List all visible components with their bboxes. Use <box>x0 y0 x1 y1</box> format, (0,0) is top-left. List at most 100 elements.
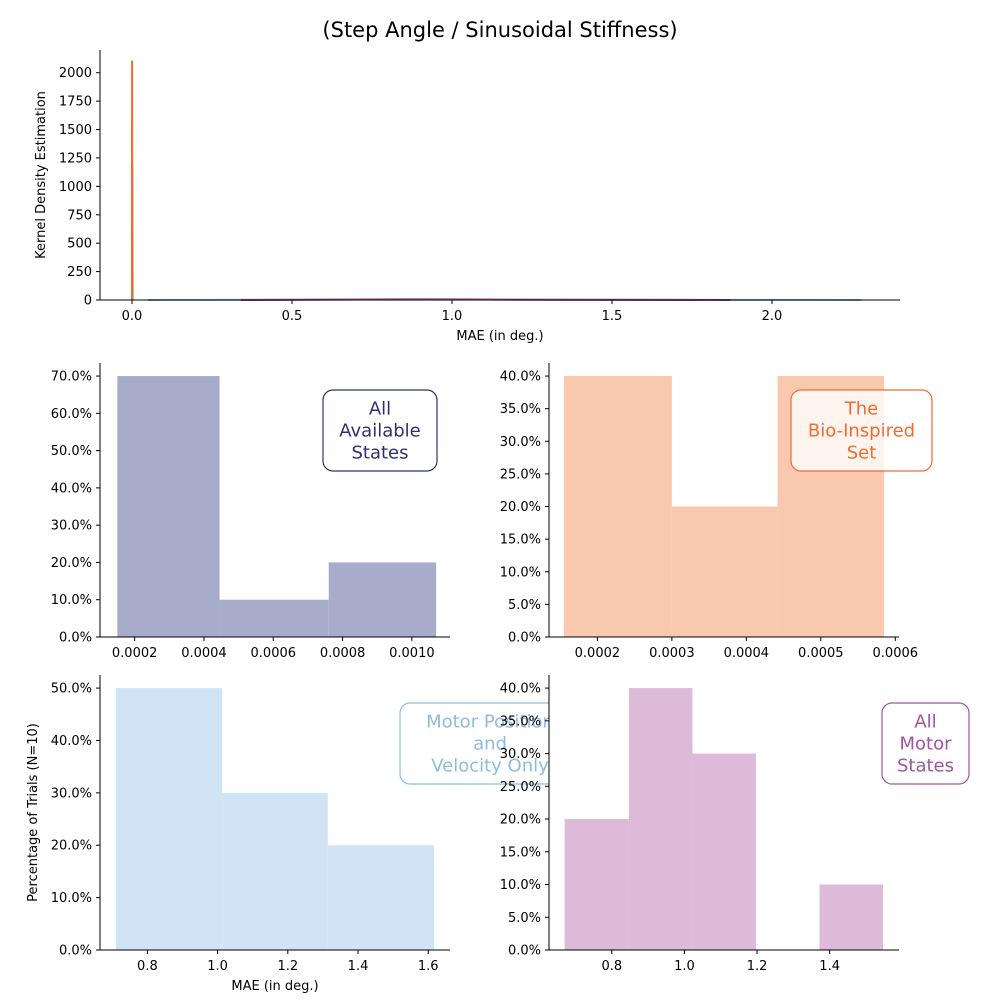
histogram-bar <box>222 792 328 950</box>
label-box-line: Motor <box>899 734 952 755</box>
histogram-bar <box>692 753 756 950</box>
label-box-text: Motor Position and Velocity Only <box>426 712 554 777</box>
x-tick-label: 0.0002 <box>112 646 158 661</box>
chart-panel-h3: 0.8 1.0 1.2 1.4 1.6 0.0% 10.0% 20.0% 30.0% 40.0% 5… <box>26 675 450 994</box>
y-tick-label: 25.0% <box>500 780 541 795</box>
histogram-bar <box>327 845 435 950</box>
label-box-line: States <box>897 756 954 777</box>
histogram-bar <box>563 376 672 637</box>
y-tick-label: 35.0% <box>500 402 541 417</box>
x-tick-label: 0.0006 <box>873 646 919 661</box>
y-tick-label: 2000 <box>59 66 92 81</box>
y-tick-label: 1500 <box>59 123 92 138</box>
chart-panel-kde: 0.0 0.5 1.0 1.5 2.0 0 250 500 750 1000 1250 1500 175… <box>34 50 900 344</box>
label-box-line: States <box>351 443 408 464</box>
x-tick-label: 1.6 <box>418 959 439 974</box>
x-tick-label: 0.0004 <box>724 646 770 661</box>
y-tick-label: 50.0% <box>51 682 92 697</box>
y-tick-label: 30.0% <box>500 435 541 450</box>
y-tick-label: 40.0% <box>51 734 92 749</box>
x-axis-label: MAE (in deg.) <box>231 979 318 994</box>
y-tick-label: 0.0% <box>508 631 541 646</box>
histogram-bar <box>115 688 223 950</box>
figure-title: (Step Angle / Sinusoidal Stiffness) <box>322 18 677 42</box>
histogram-bar <box>219 599 329 637</box>
chart-panel-h1: 0.0002 0.0004 0.0006 0.0008 0.0010 0.0% 10.0% 2… <box>51 363 450 661</box>
x-tick-label: 1.4 <box>819 959 840 974</box>
y-tick-label: 10.0% <box>500 565 541 580</box>
x-tick-label: 1.5 <box>602 309 623 324</box>
x-tick-label: 0.0010 <box>389 646 435 661</box>
y-tick-label: 15.0% <box>500 533 541 548</box>
y-tick-label: 0.0% <box>508 944 541 959</box>
label-box-line: All <box>914 712 936 733</box>
y-tick-label: 500 <box>67 237 92 252</box>
y-tick-label: 1750 <box>59 95 92 110</box>
label-box-line: Available <box>339 421 420 442</box>
y-tick-label: 35.0% <box>500 714 541 729</box>
y-tick-label: 20.0% <box>51 839 92 854</box>
y-tick-label: 0 <box>84 294 92 309</box>
y-tick-label: 1000 <box>59 180 92 195</box>
x-tick-label: 0.8 <box>601 959 622 974</box>
histogram-bar <box>628 688 693 950</box>
y-tick-label: 60.0% <box>51 407 92 422</box>
x-tick-label: 1.0 <box>207 959 228 974</box>
y-axis-label: Percentage of Trials (N=10) <box>26 723 41 902</box>
label-box-line: Velocity Only <box>431 756 549 777</box>
y-tick-label: 0.0% <box>59 631 92 646</box>
x-tick-label: 2.0 <box>762 309 783 324</box>
y-tick-label: 40.0% <box>500 370 541 385</box>
label-box-line: Motor Position <box>426 712 554 733</box>
label-box-line: and <box>473 734 507 755</box>
x-tick-label: 1.2 <box>277 959 298 974</box>
label-box-line: The <box>844 399 878 420</box>
y-tick-label: 50.0% <box>51 444 92 459</box>
histogram-bar <box>671 506 778 637</box>
y-tick-label: 10.0% <box>51 593 92 608</box>
label-box-text: All Motor States <box>897 712 954 777</box>
y-tick-label: 20.0% <box>500 500 541 515</box>
histogram-bar <box>117 376 220 637</box>
x-tick-label: 0.8 <box>137 959 158 974</box>
x-tick-label: 0.0006 <box>251 646 297 661</box>
y-tick-label: 20.0% <box>500 813 541 828</box>
x-axis-label: MAE (in deg.) <box>456 329 543 344</box>
y-tick-label: 30.0% <box>51 519 92 534</box>
series-label-box: The Bio-Inspired Set <box>790 389 933 472</box>
y-tick-label: 20.0% <box>51 556 92 571</box>
histogram-bar <box>564 819 629 950</box>
y-tick-label: 0.0% <box>59 944 92 959</box>
y-tick-label: 10.0% <box>500 878 541 893</box>
y-axis-label: Kernel Density Estimation <box>34 91 49 259</box>
histogram-bar <box>819 884 884 950</box>
y-tick-label: 10.0% <box>51 891 92 906</box>
x-tick-label: 1.0 <box>674 959 695 974</box>
label-box-text: All Available States <box>339 399 420 464</box>
x-tick-label: 0.0 <box>122 309 143 324</box>
label-box-frame <box>322 389 438 472</box>
label-box-frame <box>399 702 549 785</box>
x-tick-label: 0.0005 <box>798 646 844 661</box>
y-tick-label: 40.0% <box>51 481 92 496</box>
y-tick-label: 750 <box>67 208 92 223</box>
chart-panel-h4: 0.8 1.0 1.2 1.4 0.0% 5.0% 10.0% 15.0% 20.0% 25.0%… <box>500 675 899 974</box>
histogram-bar <box>328 562 437 637</box>
label-box-line: Bio-Inspired <box>808 421 915 442</box>
label-box-line: Set <box>847 443 877 464</box>
x-tick-label: 1.4 <box>348 959 369 974</box>
x-tick-label: 0.0008 <box>320 646 366 661</box>
y-tick-label: 25.0% <box>500 467 541 482</box>
x-tick-label: 1.2 <box>747 959 768 974</box>
x-tick-label: 0.0003 <box>649 646 695 661</box>
y-tick-label: 250 <box>67 265 92 280</box>
y-tick-label: 70.0% <box>51 370 92 385</box>
y-tick-label: 15.0% <box>500 845 541 860</box>
label-box-text: The Bio-Inspired Set <box>808 399 915 464</box>
label-box-line: All <box>369 399 391 420</box>
y-tick-label: 1250 <box>59 151 92 166</box>
y-tick-label: 30.0% <box>51 786 92 801</box>
x-tick-label: 0.0002 <box>575 646 621 661</box>
label-box-frame <box>881 702 970 785</box>
